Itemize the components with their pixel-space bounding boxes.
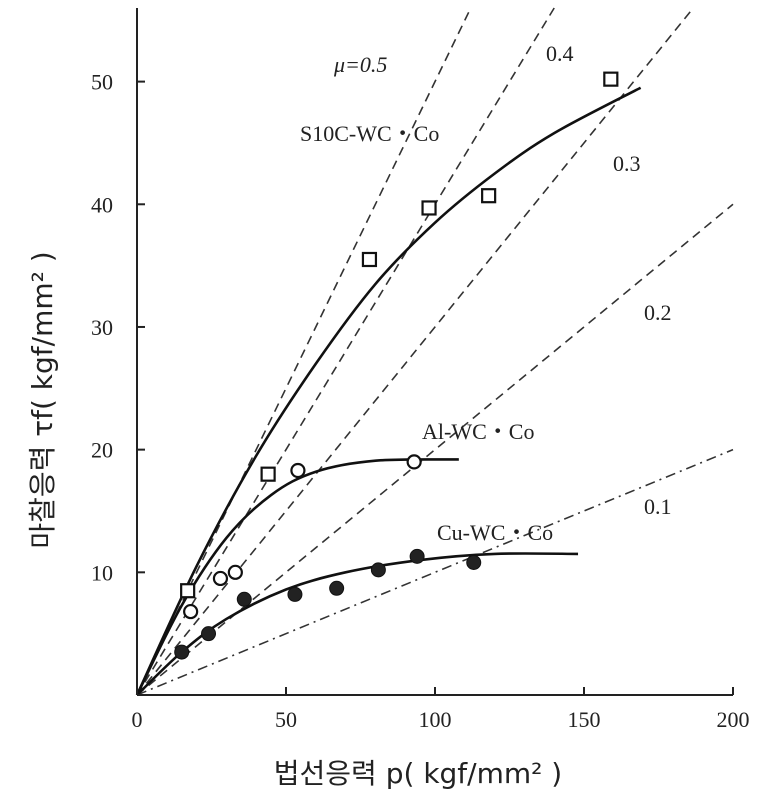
data-point-filled-circle	[409, 548, 425, 564]
series-label-s10c: S10C-WC・Co	[300, 121, 439, 146]
x-tick-label: 100	[419, 707, 452, 732]
data-point-square	[481, 188, 497, 204]
data-point-square	[361, 251, 378, 268]
reference-line-0.2	[136, 203, 734, 696]
reference-line-0.5	[136, 7, 472, 696]
fit-curves	[135, 86, 642, 696]
data-point-open-circle	[183, 603, 199, 620]
data-point-square	[180, 583, 196, 599]
ref-label-0.2: 0.2	[644, 300, 672, 325]
data-point-filled-circle	[466, 555, 482, 571]
data-point-filled-circle	[236, 591, 252, 607]
fit-curve-0	[135, 86, 642, 696]
y-tick-label: 50	[91, 70, 113, 95]
data-point-open-circle	[406, 454, 422, 470]
ref-label-0.3: 0.3	[613, 151, 641, 176]
data-point-filled-circle	[329, 580, 345, 596]
series-label-al: Al-WC・Co	[422, 419, 534, 444]
x-axis-label: 법선응력 p( kgf/mm² )	[274, 757, 562, 790]
reference-line-0.1	[136, 448, 734, 696]
data-point-square	[421, 200, 437, 216]
fit-curve-1	[135, 458, 459, 696]
reference-line-0.3	[136, 7, 694, 696]
data-point-open-circle	[290, 462, 306, 479]
y-tick-label: 20	[91, 438, 113, 463]
ref-label-0.1: 0.1	[644, 494, 672, 519]
data-point-open-circle	[227, 564, 243, 580]
data-point-filled-circle	[174, 644, 190, 660]
data-point-open-circle	[212, 570, 229, 587]
y-axis-label: 마찰응력 τf( kgf/mm² )	[26, 251, 59, 548]
series-label-cu: Cu-WC・Co	[437, 520, 553, 545]
data-point-filled-circle	[370, 562, 386, 578]
data-point-square	[603, 71, 619, 87]
ref-label-0.5: μ=0.5	[333, 52, 387, 77]
ref-label-0.4: 0.4	[546, 41, 574, 66]
x-tick-label: 150	[568, 707, 601, 732]
axis-ticks: 0 50 100 150 200 10 20 30 40 50	[91, 70, 750, 732]
data-point-filled-circle	[201, 626, 217, 642]
fit-curve-2	[136, 552, 579, 696]
x-tick-label: 200	[717, 707, 750, 732]
x-tick-label: 0	[132, 707, 143, 732]
reference-line-0.4	[136, 7, 555, 696]
data-point-square	[260, 466, 276, 482]
data-markers	[174, 71, 619, 660]
reference-lines	[136, 7, 734, 696]
data-point-filled-circle	[287, 586, 303, 602]
x-tick-label: 50	[275, 707, 297, 732]
y-tick-label: 10	[91, 560, 113, 585]
y-tick-label: 30	[91, 315, 113, 340]
y-tick-label: 40	[91, 192, 113, 217]
